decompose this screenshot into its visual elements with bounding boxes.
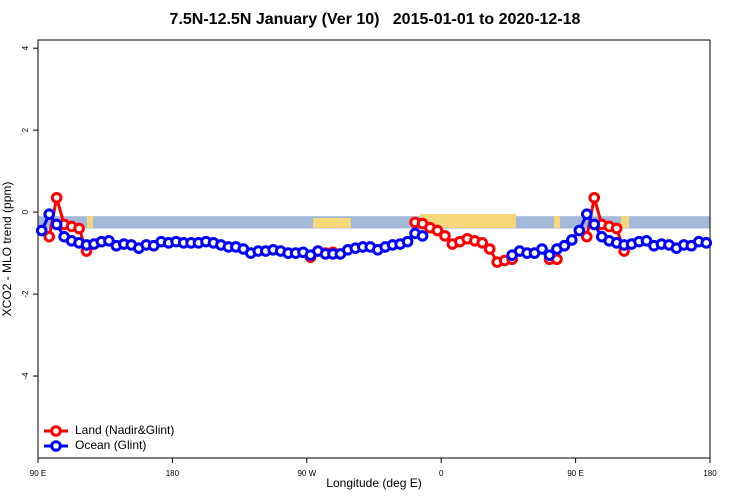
- land-shape: [87, 216, 93, 228]
- data-point: [573, 224, 586, 237]
- data-point: [588, 191, 601, 204]
- data-point: [401, 235, 414, 248]
- chart-title: 7.5N-12.5N January (Ver 10) 2015-01-01 t…: [170, 11, 581, 28]
- data-point: [431, 224, 444, 237]
- legend-marker: [50, 425, 62, 437]
- data-point: [700, 237, 713, 249]
- data-point: [476, 237, 489, 249]
- legend-label: Ocean (Glint): [75, 438, 146, 452]
- x-tick-label: 90 E: [567, 469, 583, 478]
- data-point: [543, 249, 556, 261]
- x-axis-label: Longitude (deg E): [326, 476, 421, 490]
- x-tick-label: 180: [166, 469, 180, 478]
- data-point: [103, 235, 115, 247]
- data-point: [50, 191, 63, 204]
- data-point: [43, 230, 56, 243]
- legend-marker: [50, 440, 62, 452]
- y-tick-label: 4: [21, 45, 30, 50]
- data-point: [50, 218, 63, 231]
- x-tick-label: 0: [439, 469, 444, 478]
- land-silhouette: [87, 214, 629, 228]
- data-point: [35, 224, 48, 237]
- land-shape: [420, 214, 516, 228]
- data-point: [581, 208, 593, 220]
- land-shape: [621, 216, 629, 228]
- data-point: [588, 218, 601, 231]
- x-tick-label: 90 W: [297, 469, 316, 478]
- reference-band: [38, 216, 710, 229]
- land-shape: [554, 216, 560, 228]
- y-tick-label: -2: [21, 290, 30, 298]
- y-tick-label: -4: [21, 372, 30, 380]
- data-point: [43, 208, 56, 220]
- data-point: [566, 234, 578, 246]
- y-tick-label: 0: [21, 209, 30, 214]
- x-tick-label: 180: [703, 469, 717, 478]
- data-point: [483, 243, 496, 255]
- data-point: [558, 239, 571, 252]
- y-axis-label: XCO2 - MLO trend (ppm): [0, 182, 14, 317]
- y-tick-label: 2: [21, 127, 30, 132]
- legend-label: Land (Nadir&Glint): [75, 423, 174, 437]
- band-layer: [38, 216, 710, 229]
- land-shape: [313, 218, 351, 228]
- data-point: [439, 230, 451, 242]
- data-point: [581, 230, 593, 243]
- data-point: [73, 222, 85, 235]
- data-point: [416, 230, 429, 242]
- data-point: [610, 222, 623, 235]
- data-point: [640, 235, 653, 247]
- x-tick-label: 90 E: [30, 469, 46, 478]
- plot-frame: [37, 39, 711, 459]
- data-point: [536, 243, 548, 255]
